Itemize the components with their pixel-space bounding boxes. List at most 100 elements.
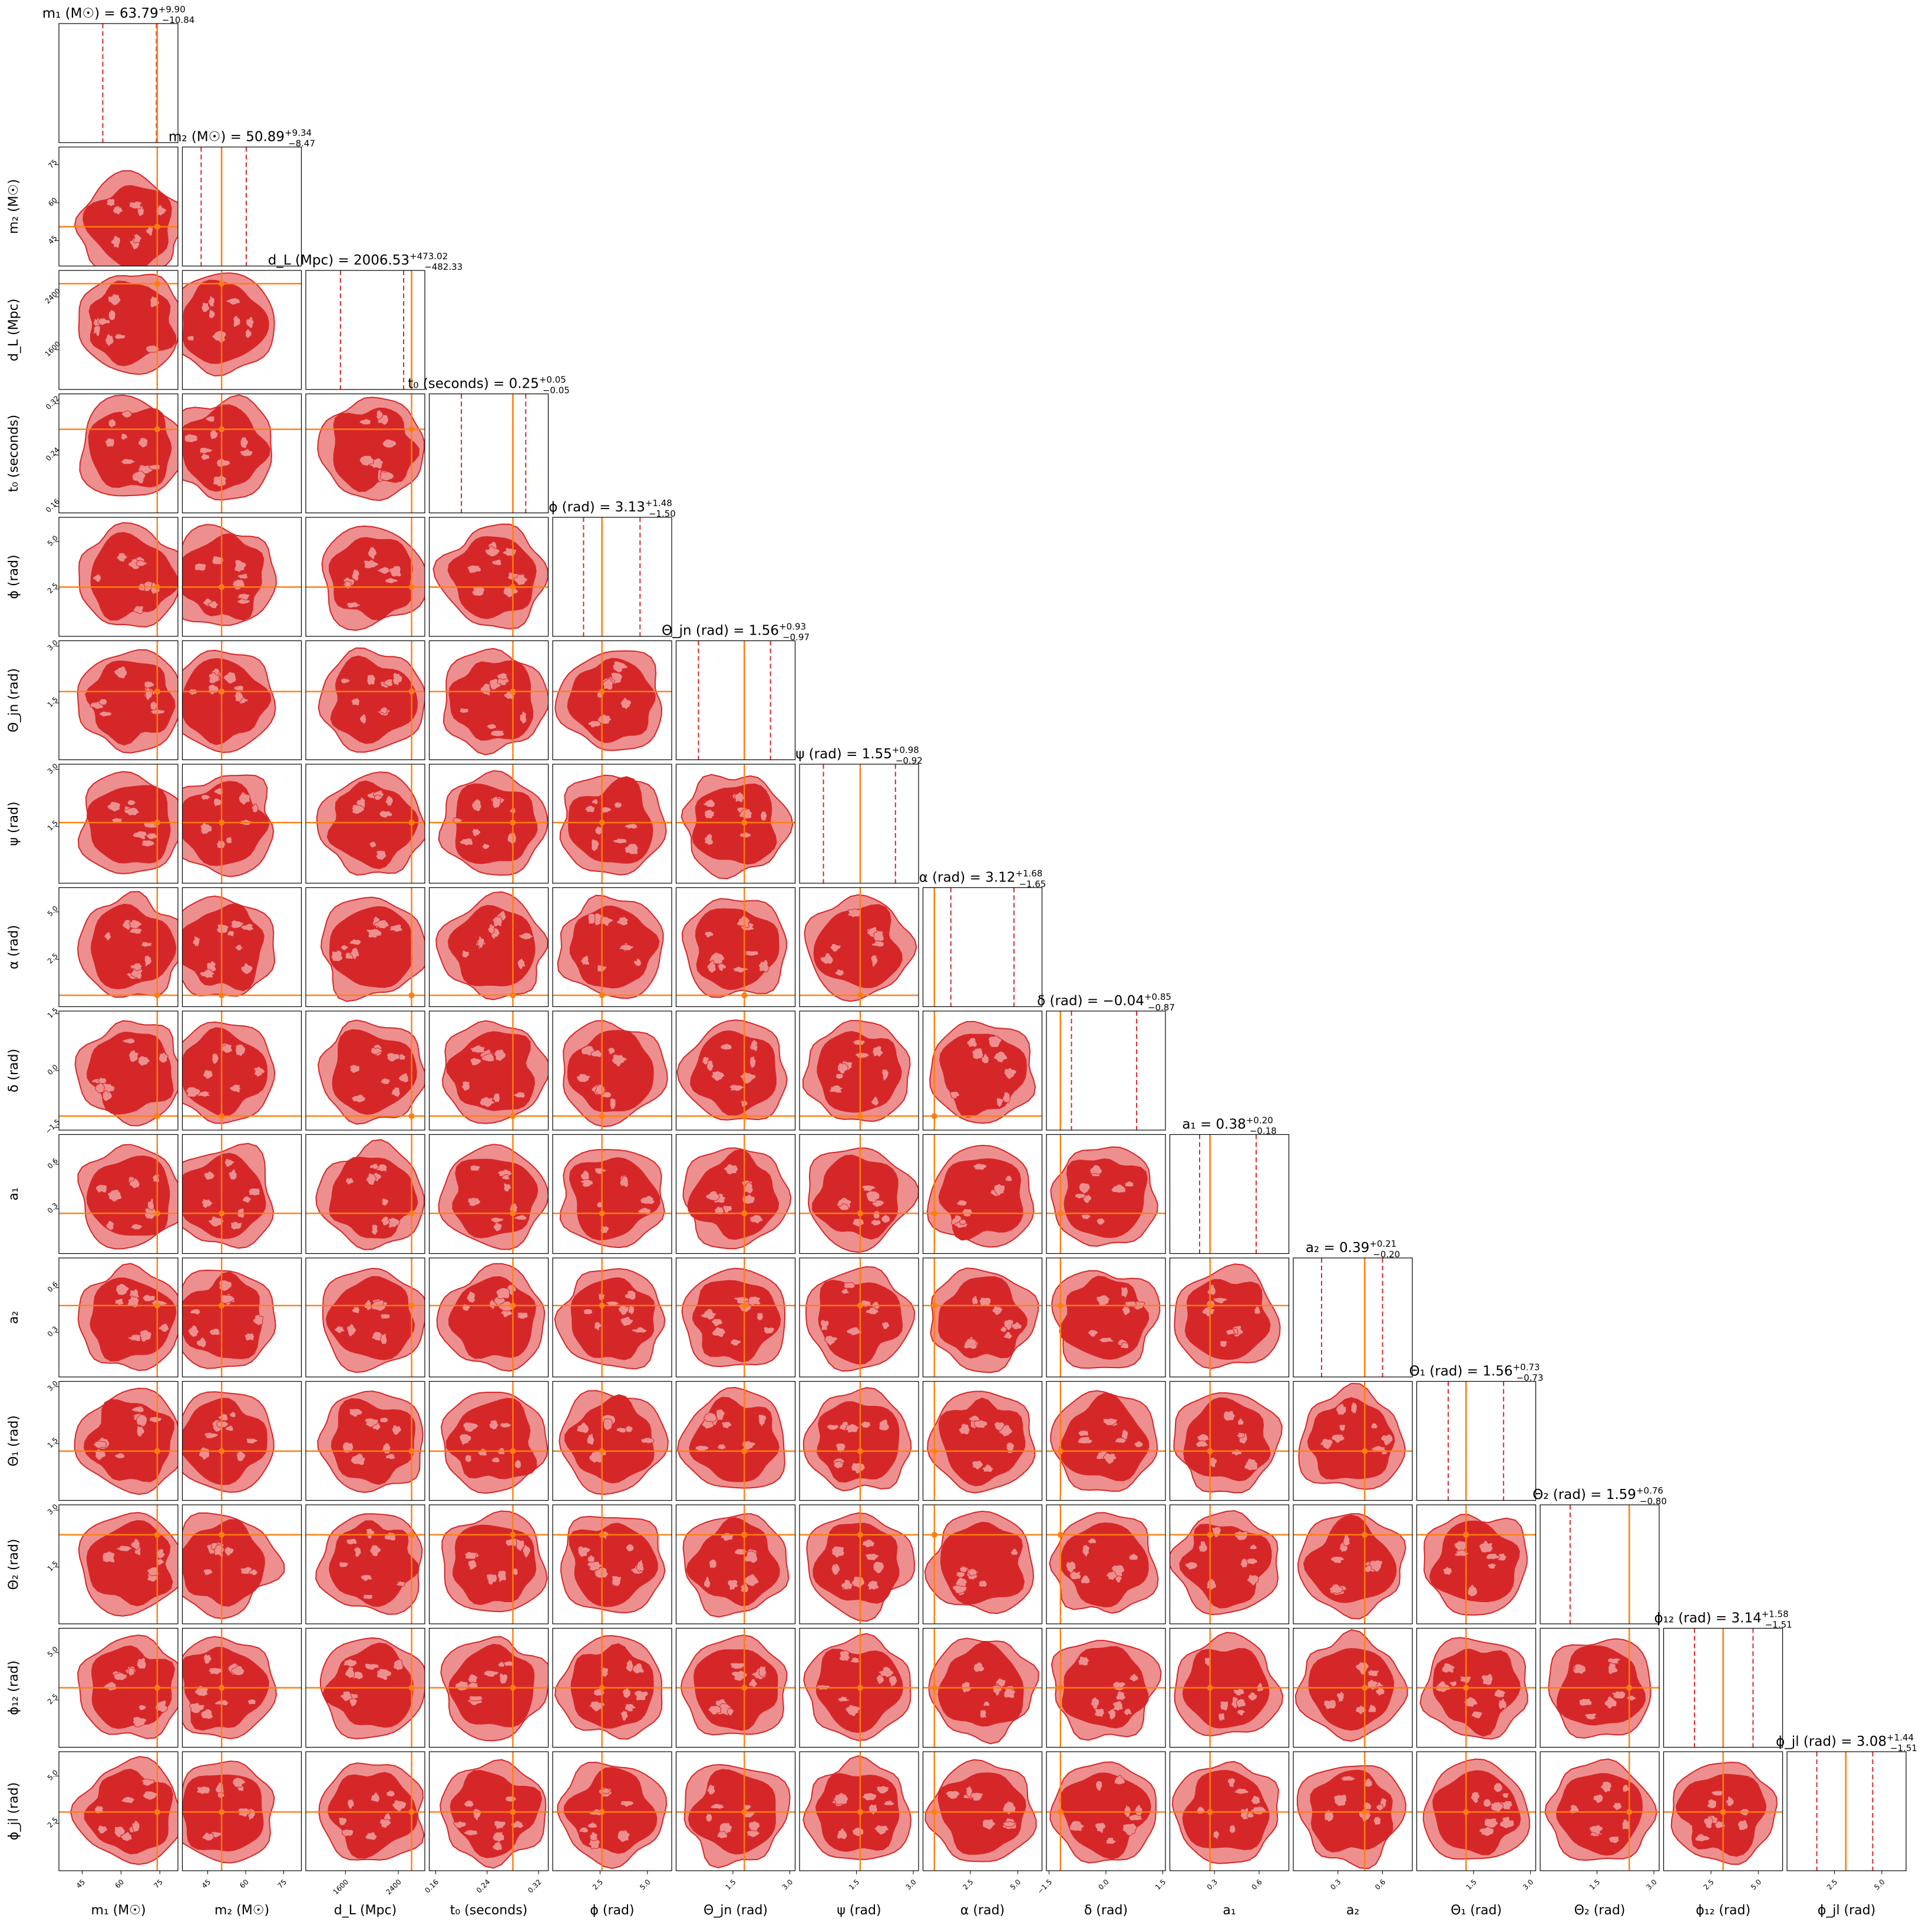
- contour-island: [216, 923, 229, 934]
- contour-panel-5-0: [58, 640, 179, 761]
- contour-island: [1088, 1537, 1097, 1544]
- contour-island: [876, 1785, 890, 1794]
- panel-frame: [305, 270, 425, 390]
- contour-island: [1005, 1175, 1013, 1182]
- truth-point: [510, 1210, 516, 1217]
- contour-island: [121, 1038, 136, 1045]
- panel-frame: [799, 1381, 919, 1501]
- contour-inner: [938, 1397, 1026, 1487]
- contour-island: [1608, 1835, 1620, 1844]
- truth-point: [510, 688, 516, 695]
- contour-island: [467, 564, 481, 574]
- contour-island: [1121, 1286, 1129, 1298]
- title-minus: −1.51: [1765, 1620, 1792, 1630]
- contour-island: [1223, 1410, 1236, 1422]
- contour-island: [129, 1178, 140, 1189]
- contour-island: [861, 1184, 876, 1192]
- panel-title-3: t₀ (seconds) = 0.25+0.05 −0.05: [408, 375, 570, 396]
- truth-point: [599, 820, 605, 826]
- y-axis-label-4: ϕ (rad): [6, 554, 21, 599]
- contour-island: [1490, 1801, 1504, 1812]
- contour-island: [956, 1200, 967, 1207]
- contour-island: [492, 1831, 505, 1842]
- contour-island: [1069, 1820, 1085, 1832]
- panel-frame: [58, 1751, 179, 1871]
- panel-frame: [428, 887, 549, 1008]
- truth-point: [510, 1809, 516, 1815]
- contour-island: [580, 1179, 594, 1188]
- panel-frame: [181, 1381, 302, 1501]
- contour-island: [369, 1544, 382, 1557]
- contour-island: [132, 830, 148, 840]
- truth-point: [219, 1113, 225, 1119]
- contour-panel-8-6: [799, 1010, 919, 1131]
- contour-island: [247, 1699, 256, 1705]
- contour-island: [208, 309, 216, 319]
- contour-island: [716, 1444, 726, 1450]
- contour-island: [232, 1777, 246, 1788]
- truth-point: [857, 992, 863, 999]
- contour-island: [376, 409, 384, 420]
- contour-island: [742, 1194, 755, 1204]
- truth-point: [408, 1302, 415, 1309]
- contour-island: [488, 1419, 499, 1431]
- truth-point: [219, 584, 225, 590]
- truth-point: [219, 992, 225, 999]
- contour-island: [227, 930, 235, 937]
- truth-point: [741, 1210, 748, 1217]
- contour-island: [208, 672, 220, 684]
- contour-island: [722, 1205, 732, 1214]
- histogram-panel-0: m₁ (M☉) = 63.79+9.90 −10.84: [42, 4, 195, 143]
- panel-frame: [58, 640, 179, 761]
- contour-panel-12-5: [675, 1504, 796, 1624]
- panel-frame: [552, 1134, 672, 1254]
- contour-panel-10-5: [675, 1257, 796, 1378]
- contour-island: [1369, 1560, 1383, 1573]
- contour-panel-12-6: [799, 1504, 919, 1624]
- panel-frame: [799, 887, 919, 1008]
- contour-panel-10-2: [305, 1257, 425, 1378]
- contour-panel-9-4: [552, 1134, 672, 1254]
- panel-frame: [181, 1751, 302, 1871]
- contour-island: [113, 1672, 128, 1681]
- contour-panel-5-2: [305, 640, 425, 761]
- contour-island: [1079, 1182, 1091, 1194]
- contour-island: [587, 913, 596, 924]
- contour-island: [587, 720, 602, 728]
- contour-island: [758, 1665, 767, 1677]
- contour-island: [236, 593, 250, 600]
- truth-point: [931, 1531, 937, 1538]
- contour-panel-13-7: [922, 1627, 1043, 1748]
- contour-island: [104, 333, 114, 347]
- panel-frame: [552, 1627, 672, 1748]
- panel-title-1: m₂ (M☉) = 50.89+9.34 −8.47: [169, 128, 315, 149]
- panel-frame: [181, 1010, 302, 1131]
- contour-inner: [90, 532, 178, 621]
- panel-frame: [58, 270, 179, 390]
- contour-island: [136, 560, 148, 567]
- contour-panel-8-3: [428, 1010, 549, 1131]
- truth-point: [931, 1685, 937, 1691]
- contour-panel-13-9: [1169, 1627, 1290, 1748]
- contour-island: [225, 1425, 234, 1432]
- contour-island: [497, 1661, 506, 1668]
- truth-point: [219, 1685, 225, 1691]
- title-minus: −10.84: [162, 15, 195, 25]
- contour-island: [589, 1700, 606, 1712]
- contour-island: [374, 919, 389, 929]
- contour-island: [1219, 1340, 1228, 1348]
- contour-panel-11-4: [552, 1381, 672, 1501]
- truth-point: [154, 1113, 160, 1119]
- y-tick-label: 0.3: [46, 1201, 60, 1215]
- panel-frame: [181, 764, 302, 884]
- contour-island: [579, 1827, 589, 1834]
- panel-frame: [1663, 1627, 1784, 1748]
- y-tick-label: 5.0: [46, 904, 60, 918]
- contour-island: [1343, 1534, 1350, 1547]
- contour-island: [128, 1049, 139, 1063]
- contour-island: [841, 1579, 853, 1591]
- contour-island: [359, 714, 367, 725]
- contour-panel-6-0: [58, 764, 179, 884]
- contour-island: [499, 1673, 508, 1685]
- panel-frame: [799, 1134, 919, 1254]
